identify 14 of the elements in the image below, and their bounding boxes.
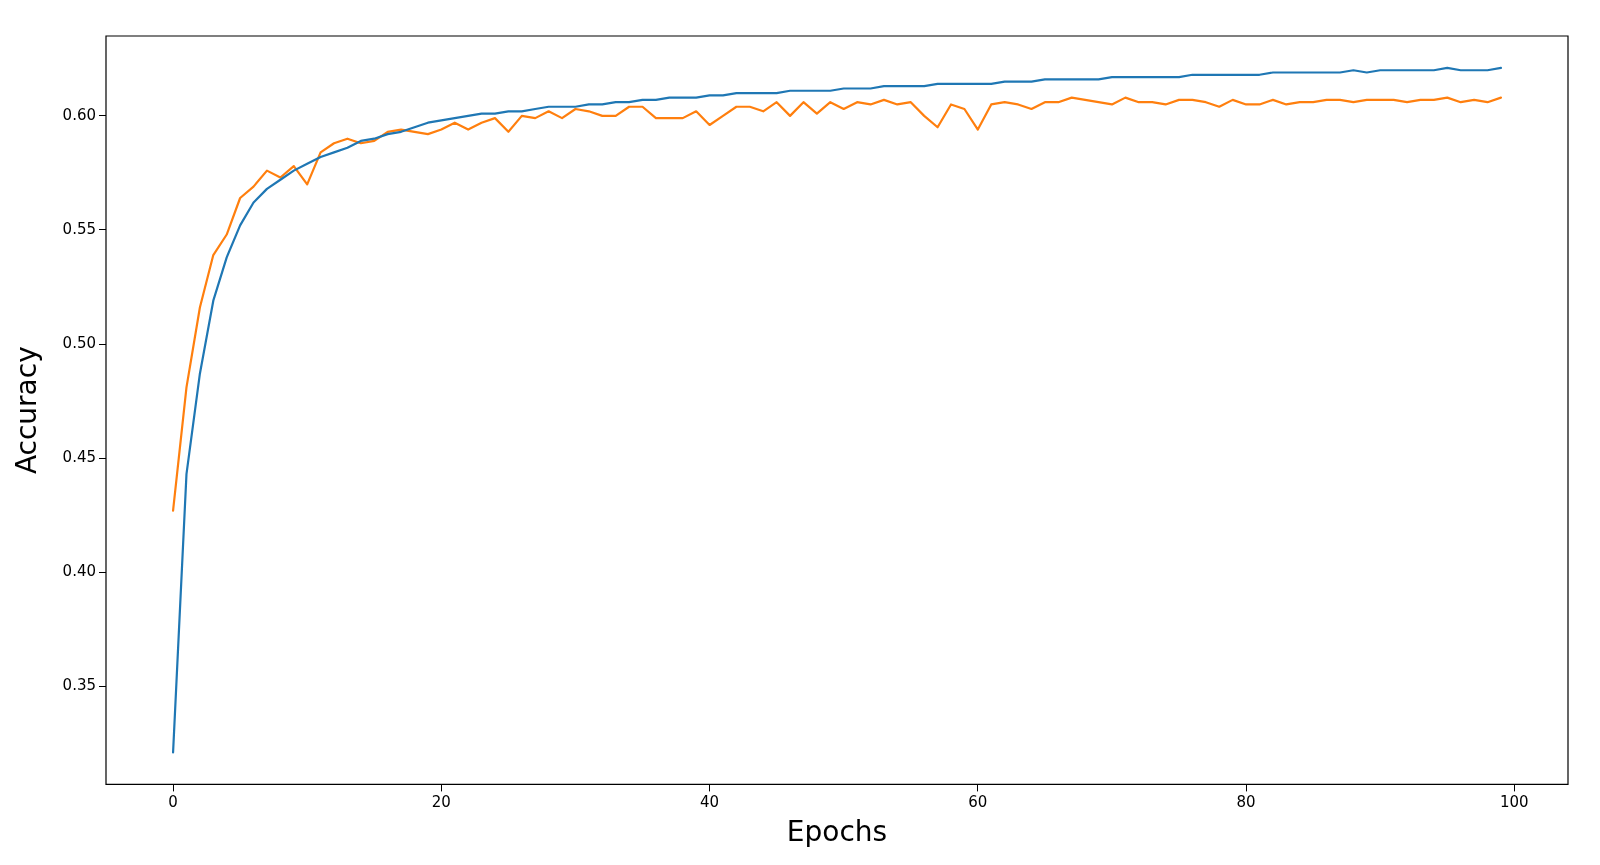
x-tick-label: 60 [968, 793, 988, 812]
y-tick-label: 0.50 [62, 333, 96, 352]
y-tick-label: 0.35 [62, 676, 96, 695]
y-tick-label: 0.40 [62, 562, 96, 581]
x-tick-label: 80 [1236, 793, 1256, 812]
x-axis-title: Epochs [786, 815, 888, 849]
y-tick-label: 0.45 [62, 448, 96, 467]
y-axis-title: Accuracy [10, 346, 44, 475]
y-tick-label: 0.55 [62, 219, 96, 238]
x-tick-label: 100 [1500, 793, 1529, 812]
x-tick-label: 40 [700, 793, 720, 812]
y-tick-label: 0.60 [62, 105, 96, 124]
x-tick-label: 0 [168, 793, 178, 812]
x-tick-label: 20 [431, 793, 451, 812]
